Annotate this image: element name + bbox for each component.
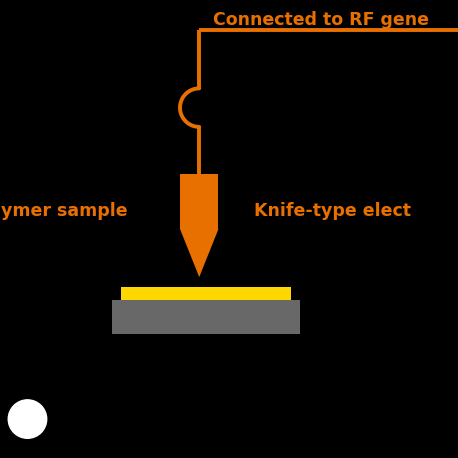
Bar: [121, 287, 291, 300]
Bar: [180, 174, 218, 229]
Bar: [112, 300, 300, 334]
Text: lymer sample: lymer sample: [0, 202, 128, 220]
Polygon shape: [180, 229, 218, 277]
Text: Connected to RF gene: Connected to RF gene: [213, 11, 429, 29]
Circle shape: [8, 400, 47, 438]
Text: Knife-type elect: Knife-type elect: [254, 202, 411, 220]
